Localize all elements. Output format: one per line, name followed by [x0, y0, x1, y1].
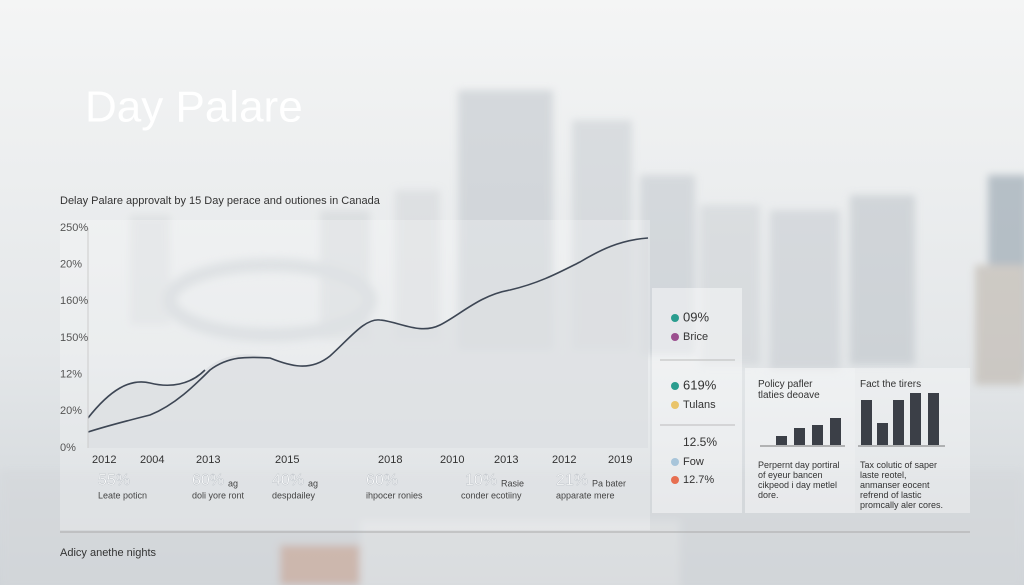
legend-text: Tulans [683, 399, 716, 411]
stat-value: 55% [98, 472, 130, 489]
stat-value: 10% [465, 472, 497, 489]
x-label: 2018 [378, 454, 402, 466]
legend-dot [671, 382, 679, 390]
legend-dot [671, 333, 679, 341]
legend-text: 619% [683, 377, 717, 392]
stat-label: Leate poticn [98, 490, 147, 500]
x-label: 2010 [440, 454, 464, 466]
card-text: Policy pafler tlaties deoave [758, 379, 820, 401]
stat-label: apparate mere [556, 490, 615, 500]
y-label: 20% [60, 259, 82, 271]
mini-bars [776, 393, 939, 445]
stat-value: 60% [192, 472, 224, 489]
y-label: 0% [60, 442, 76, 454]
legend-text: 12.7% [683, 474, 714, 486]
legend-text: 09% [683, 309, 709, 324]
x-label: 2019 [608, 454, 632, 466]
y-label: 150% [60, 332, 88, 344]
card-text: Fact the tirers [860, 379, 921, 390]
stat-label: despdailey [272, 490, 316, 500]
y-label: 20% [60, 405, 82, 417]
legend-dot [671, 314, 679, 322]
legend-text: Brice [683, 331, 708, 343]
stat-value: 40% [272, 472, 304, 489]
legend-dot [671, 476, 679, 484]
x-label: 2015 [275, 454, 299, 466]
x-label: 2013 [494, 454, 518, 466]
legend-text: 12.5% [683, 435, 717, 449]
stat-suffix: ag [308, 478, 318, 488]
stat-label: ihpocer ronies [366, 490, 423, 500]
title: Day Palare [85, 83, 303, 132]
card-text: Perpernt day portiral of eyeur bancen cikp… [758, 460, 840, 500]
footer: Adicy anethe nights [60, 547, 157, 559]
x-label: 2012 [552, 454, 576, 466]
stat-value: 60% [366, 472, 398, 489]
x-label: 2013 [196, 454, 220, 466]
subtitle: Delay Palare approvalt by 15 Day perace … [60, 195, 381, 207]
legend-text: Fow [683, 456, 704, 468]
line-upper [87, 369, 206, 419]
y-label: 160% [60, 295, 88, 307]
x-label: 2012 [92, 454, 116, 466]
legend-dot [671, 401, 679, 409]
line-lower [87, 237, 649, 433]
y-label: 250% [60, 222, 88, 234]
legend-dot [671, 458, 679, 466]
stat-value: 21% [556, 472, 588, 489]
y-label: 12% [60, 369, 82, 381]
stat-suffix: Pa bater [592, 478, 626, 488]
card-text: Tax colutic of saper laste reotel, anmanse… [860, 460, 943, 510]
stat-suffix: Rasie [501, 478, 524, 488]
stat-suffix: ag [228, 478, 238, 488]
legend-panel [652, 288, 742, 513]
city-skyline [0, 90, 1024, 585]
stat-label: doli yore ront [192, 490, 245, 500]
x-label: 2004 [140, 454, 164, 466]
stat-label: conder ecotiiny [461, 490, 522, 500]
